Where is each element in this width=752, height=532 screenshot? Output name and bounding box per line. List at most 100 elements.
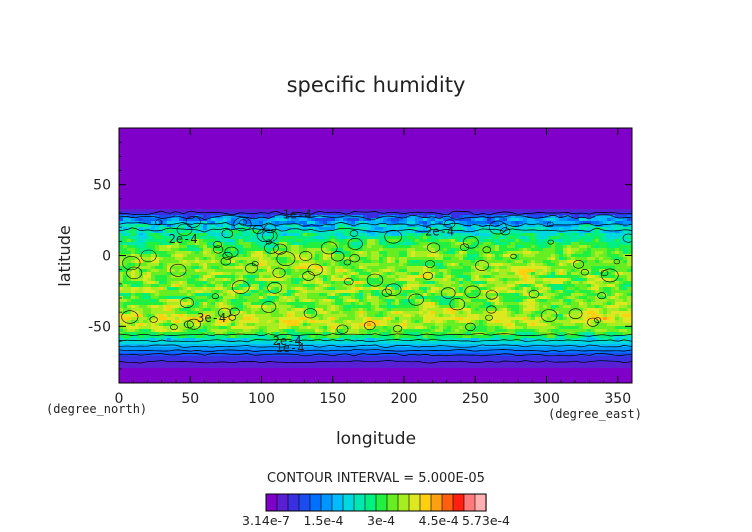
heat-cell xyxy=(455,140,460,144)
heat-cell xyxy=(431,152,436,156)
heat-cell xyxy=(207,182,212,186)
heat-cell xyxy=(511,185,516,189)
heat-cell xyxy=(607,236,612,240)
heat-cell xyxy=(627,227,632,231)
heat-cell xyxy=(163,131,168,135)
heat-cell xyxy=(435,164,440,168)
heat-cell xyxy=(211,134,216,138)
heat-cell xyxy=(215,209,220,213)
heat-cell xyxy=(611,152,616,156)
heat-cell xyxy=(363,176,368,180)
heat-cell xyxy=(571,176,576,180)
heat-cell xyxy=(455,179,460,183)
heat-cell xyxy=(447,179,452,183)
heat-cell xyxy=(383,158,388,162)
heat-cell xyxy=(467,191,472,195)
heat-cell xyxy=(203,134,208,138)
heat-cell xyxy=(247,155,252,159)
heat-cell xyxy=(267,152,272,156)
heat-cell xyxy=(207,134,212,138)
heat-cell xyxy=(431,131,436,135)
heat-cell xyxy=(255,164,260,168)
heat-cell xyxy=(463,152,468,156)
heat-cell xyxy=(275,179,280,183)
heat-cell xyxy=(559,203,564,207)
heat-cell xyxy=(319,182,324,186)
heat-cell xyxy=(191,197,196,201)
heat-cell xyxy=(415,140,420,144)
heat-cell xyxy=(275,176,280,180)
heat-cell xyxy=(627,194,632,198)
heat-cell xyxy=(471,236,476,240)
heat-cell xyxy=(555,182,560,186)
heat-cell xyxy=(547,200,552,204)
heat-cell xyxy=(551,179,556,183)
heat-cell xyxy=(599,167,604,171)
heat-cell xyxy=(215,230,220,234)
heat-cell xyxy=(147,182,152,186)
heat-cell xyxy=(507,194,512,198)
heat-cell xyxy=(451,167,456,171)
heat-cell xyxy=(591,224,596,228)
heat-cell xyxy=(583,200,588,204)
heat-cell xyxy=(207,137,212,141)
heat-cell xyxy=(183,170,188,174)
heat-cell xyxy=(259,194,264,198)
heat-cell xyxy=(575,173,580,177)
heat-cell xyxy=(303,206,308,210)
heat-cell xyxy=(507,185,512,189)
heat-cell xyxy=(183,197,188,201)
heat-cell xyxy=(411,236,416,240)
heat-cell xyxy=(227,212,232,216)
heat-cell xyxy=(243,140,248,144)
heat-cell xyxy=(215,227,220,231)
heat-cell xyxy=(323,242,328,246)
heat-cell xyxy=(239,185,244,189)
heat-cell xyxy=(203,173,208,177)
heat-cell xyxy=(143,131,148,135)
heat-cell xyxy=(219,170,224,174)
heat-cell xyxy=(451,140,456,144)
heat-cell xyxy=(591,194,596,198)
heat-cell xyxy=(175,197,180,201)
heat-cell xyxy=(503,170,508,174)
heat-cell xyxy=(379,137,384,141)
heat-cell xyxy=(355,161,360,165)
heat-cell xyxy=(119,203,124,207)
heat-cell xyxy=(579,197,584,201)
heat-cell xyxy=(283,242,288,246)
heat-cell xyxy=(163,194,168,198)
heat-cell xyxy=(543,170,548,174)
heat-cell xyxy=(583,194,588,198)
heat-cell xyxy=(407,146,412,150)
heat-cell xyxy=(471,176,476,180)
heat-cell xyxy=(171,140,176,144)
heat-cell xyxy=(479,209,484,213)
heat-cell xyxy=(535,224,540,228)
heat-cell xyxy=(367,134,372,138)
heat-cell xyxy=(559,230,564,234)
heat-cell xyxy=(327,176,332,180)
heat-cell xyxy=(139,143,144,147)
heat-cell xyxy=(467,194,472,198)
heat-cell xyxy=(291,155,296,159)
heat-cell xyxy=(163,176,168,180)
heat-cell xyxy=(267,128,272,132)
heat-cell xyxy=(611,131,616,135)
heat-cell xyxy=(503,179,508,183)
heat-cell xyxy=(451,164,456,168)
heat-cell xyxy=(459,197,464,201)
heat-cell xyxy=(531,152,536,156)
heat-cell xyxy=(439,158,444,162)
heat-cell xyxy=(131,158,136,162)
heat-cell xyxy=(135,194,140,198)
heat-cell xyxy=(463,170,468,174)
heat-cell xyxy=(323,176,328,180)
heat-cell xyxy=(431,242,436,246)
heat-cell xyxy=(315,182,320,186)
heat-cell xyxy=(259,149,264,153)
heat-cell xyxy=(615,140,620,144)
heat-cell xyxy=(551,164,556,168)
heat-cell xyxy=(199,203,204,207)
heat-cell xyxy=(627,239,632,243)
